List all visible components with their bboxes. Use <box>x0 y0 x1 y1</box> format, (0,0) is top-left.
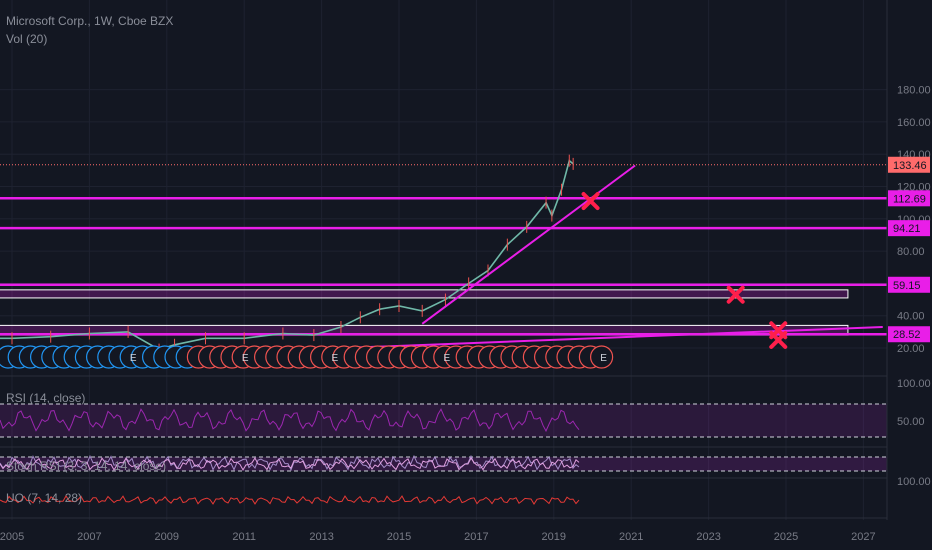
time-tick-label: 2013 <box>309 531 333 543</box>
earnings-label: E <box>242 353 249 364</box>
price-badge[interactable] <box>888 190 930 207</box>
price-tick-label: 40.00 <box>897 311 925 323</box>
earnings-label: E <box>600 353 607 364</box>
earnings-label: E <box>130 353 137 364</box>
price-badge[interactable] <box>888 220 930 237</box>
uo-line <box>0 495 580 505</box>
indicator-tick-label: 50.00 <box>897 416 925 428</box>
price-axis[interactable]: 20.0040.0060.0080.00100.00120.00140.0016… <box>886 0 932 520</box>
uo-label[interactable]: UO (7, 14, 28) <box>6 491 83 505</box>
rsi-line <box>0 408 580 433</box>
time-tick-label: 2025 <box>774 531 798 543</box>
x-marker-icon <box>769 330 788 349</box>
time-tick-label: 2019 <box>542 531 566 543</box>
price-badge-label: 133.46 <box>893 160 927 172</box>
earnings-label: E <box>443 353 450 364</box>
time-tick-label: 2027 <box>851 531 875 543</box>
x-marker-icon <box>581 192 600 211</box>
stoch-d-line <box>0 457 580 471</box>
earnings-badge-icon[interactable] <box>589 345 614 369</box>
price-badge[interactable] <box>888 156 930 173</box>
time-tick-label: 2017 <box>464 531 488 543</box>
time-tick-label: 2021 <box>619 531 643 543</box>
time-tick-label: 2009 <box>155 531 179 543</box>
price-badge-label: 94.21 <box>893 223 921 235</box>
stoch-label[interactable]: Stoch RSI (3, 3, 14, 14, close) <box>6 459 167 473</box>
price-tick-label: 160.00 <box>897 117 931 129</box>
price-badge[interactable] <box>888 276 930 293</box>
earnings-label: E <box>331 353 338 364</box>
time-axis[interactable]: 2005 2007 2009 2011 2013 2015 2017 2019 2021 2023… <box>0 520 932 550</box>
price-badge[interactable] <box>888 326 930 343</box>
indicator-tick-label: 100.00 <box>897 476 931 488</box>
price-tick-label: 20.00 <box>897 343 925 355</box>
time-tick-label: 2007 <box>77 531 101 543</box>
grid-lines <box>0 0 887 520</box>
time-tick-label: 2005 <box>0 531 24 543</box>
price-badge-label: 112.69 <box>893 193 926 205</box>
horizontal-levels[interactable] <box>0 164 887 336</box>
time-tick-label: 2011 <box>232 531 256 543</box>
x-markers <box>581 192 788 349</box>
rsi-label[interactable]: RSI (14, close) <box>6 391 86 405</box>
time-tick-label: 2023 <box>696 531 720 543</box>
symbol-title[interactable]: Microsoft Corp., 1W, Cboe BZX <box>6 14 174 28</box>
trendlines[interactable] <box>344 164 883 349</box>
x-marker-icon <box>726 285 745 304</box>
price-tick-label: 80.00 <box>897 246 925 258</box>
price-line <box>0 159 574 351</box>
price-badge-label: 59.15 <box>893 280 921 292</box>
time-axis-bg <box>0 520 932 550</box>
indicator-panes <box>0 375 932 519</box>
price-axis-bg <box>887 0 932 520</box>
volume-label[interactable]: Vol (20) <box>6 32 48 46</box>
price-badge-label: 28.52 <box>893 329 921 341</box>
trendline[interactable] <box>421 164 636 325</box>
time-tick-label: 2015 <box>387 531 411 543</box>
support-zones[interactable] <box>0 289 849 336</box>
indicator-tick-label: 100.00 <box>897 378 931 390</box>
rsi-band <box>0 404 887 437</box>
price-tick-label: 180.00 <box>897 85 931 97</box>
support-zone[interactable] <box>0 289 849 299</box>
trendline[interactable] <box>344 326 883 349</box>
